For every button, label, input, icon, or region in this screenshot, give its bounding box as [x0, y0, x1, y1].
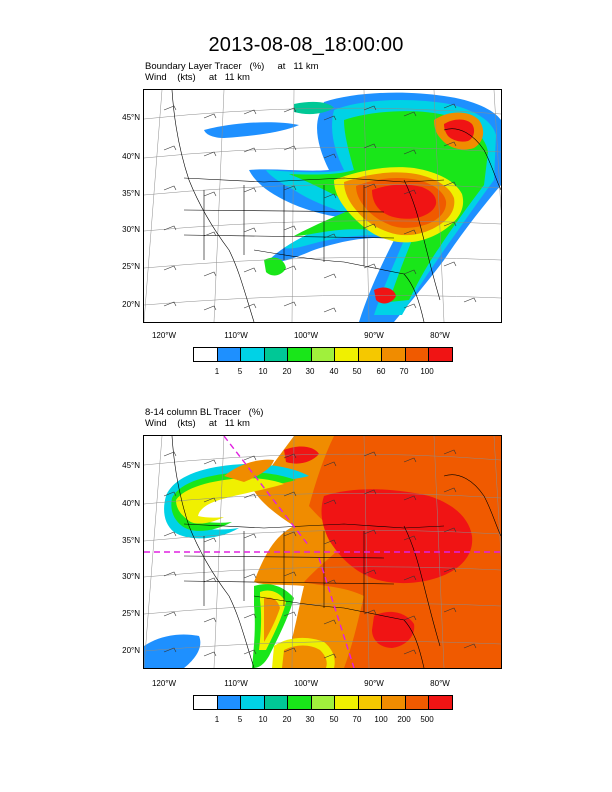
panel1-colorbar-swatch: [358, 348, 383, 361]
panel1-lat-label-30: 30°N: [122, 225, 140, 234]
panel2-lat-label-30: 30°N: [122, 572, 140, 581]
panel2-colorbar-label: 5: [237, 715, 243, 724]
panel2-colorbar-swatch: [382, 696, 406, 709]
panel1-map-svg: [144, 90, 501, 322]
panel1-colorbar-swatch: [241, 348, 265, 361]
panel2-colorbar-swatch: [358, 696, 383, 709]
panel2-label-line1: 8-14 column BL Tracer (%): [145, 407, 264, 418]
panel2-cross-section-lines: [144, 436, 501, 668]
panel1-colorbar-label: 50: [352, 367, 362, 376]
panel2-lon-label-80: 80°W: [430, 679, 450, 688]
panel2-map: [143, 435, 502, 669]
panel1-wind-barbs: [163, 103, 477, 313]
panel2-lon-label-90: 90°W: [364, 679, 384, 688]
panel2-colorbar-label: 200: [397, 715, 411, 724]
panel1-lon-label-80: 80°W: [430, 331, 450, 340]
panel1-map: [143, 89, 502, 323]
panel2-colorbar-label: 100: [374, 715, 388, 724]
panel1-colorbar-swatch: [382, 348, 406, 361]
panel2-colorbar-label: 70: [352, 715, 362, 724]
panel1-lat-label-35: 35°N: [122, 189, 140, 198]
panel1-colorbar-swatch: [405, 348, 430, 361]
panel1-colorbar-swatch: [264, 348, 289, 361]
panel1-colorbar-label: 60: [376, 367, 386, 376]
panel1-boundaries: [171, 90, 501, 322]
panel1-colorbar-label: 5: [237, 367, 243, 376]
panel1-colorbar-label: 10: [258, 367, 268, 376]
panel1-lon-label-90: 90°W: [364, 331, 384, 340]
panel2-map-svg: [144, 436, 501, 668]
panel2-graticule: [144, 436, 501, 668]
panel1-colorbar-label: 100: [420, 367, 434, 376]
panel2-lon-label-110: 110°W: [224, 679, 248, 688]
panel2-lat-label-45: 45°N: [122, 461, 140, 470]
panel2-colorbar-label: 500: [420, 715, 434, 724]
panel2-lat-label-35: 35°N: [122, 536, 140, 545]
panel1-colorbar-swatch: [335, 348, 359, 361]
panel1-colorbar-swatch: [217, 348, 242, 361]
panel2-lat-label-20: 20°N: [122, 646, 140, 655]
panel1-lat-label-45: 45°N: [122, 113, 140, 122]
panel2-colorbar-swatch: [405, 696, 430, 709]
panel1-graticule: [144, 90, 501, 322]
panel2-boundaries: [171, 436, 501, 668]
panel2-wind-barbs: [163, 449, 477, 659]
figure-title: 2013-08-08_18:00:00: [208, 34, 404, 56]
panel2-colorbar: [193, 695, 453, 710]
panel2-colorbar-swatch: [194, 696, 218, 709]
panel1-colorbar-label: 40: [329, 367, 339, 376]
panel2-colorbar-label: 10: [258, 715, 268, 724]
panel2-lon-label-100: 100°W: [293, 679, 319, 688]
panel2-colorbar-label: 20: [282, 715, 292, 724]
panel2-colorbar-swatch: [217, 696, 242, 709]
panel1-colorbar-swatch: [429, 348, 453, 361]
panel2-label-line2: Wind (kts) at 11 km: [145, 418, 250, 429]
panel1-lat-label-25: 25°N: [122, 262, 140, 271]
panel2-colorbar-swatch: [335, 696, 359, 709]
panel2-colorbar-swatch: [429, 696, 453, 709]
panel2-colorbar-swatch: [241, 696, 265, 709]
panel1-label-line1: Boundary Layer Tracer (%) at 11 km: [145, 61, 319, 72]
panel2-colorbar-swatch: [288, 696, 312, 709]
panel1-colorbar-label: 70: [399, 367, 409, 376]
panel1-colorbar-swatch: [288, 348, 312, 361]
panel1-lon-label-110: 110°W: [224, 331, 248, 340]
panel2-lon-label-120: 120°W: [151, 679, 177, 688]
panel1-colorbar-swatch: [311, 348, 336, 361]
panel1-colorbar-label: 20: [282, 367, 292, 376]
panel1-colorbar-swatch: [194, 348, 218, 361]
panel1-colorbar: [193, 347, 453, 362]
panel1-colorbar-label: 30: [305, 367, 315, 376]
panel2-colorbar-label: 50: [329, 715, 339, 724]
panel1-colorbar-label: 1: [214, 367, 220, 376]
panel2-colorbar-label: 30: [305, 715, 315, 724]
panel2-colorbar-swatch: [311, 696, 336, 709]
panel2-colorbar-label: 1: [214, 715, 220, 724]
panel1-lon-label-100: 100°W: [293, 331, 319, 340]
panel2-colorbar-swatch: [264, 696, 289, 709]
panel1-label-line2: Wind (kts) at 11 km: [145, 72, 250, 83]
panel1-lat-label-40: 40°N: [122, 152, 140, 161]
panel2-lat-label-40: 40°N: [122, 499, 140, 508]
panel1-lon-label-120: 120°W: [151, 331, 177, 340]
panel2-lat-label-25: 25°N: [122, 609, 140, 618]
panel1-tracer-field: [204, 92, 501, 322]
panel1-lat-label-20: 20°N: [122, 300, 140, 309]
